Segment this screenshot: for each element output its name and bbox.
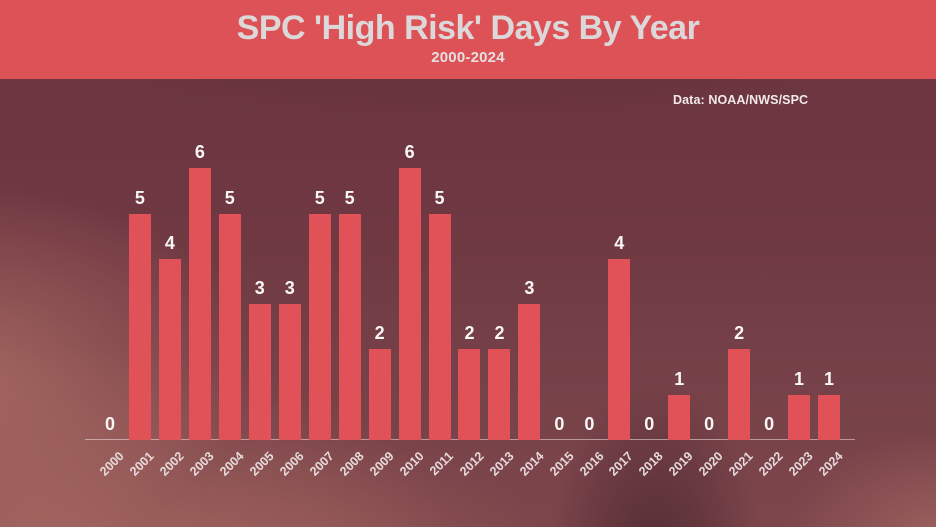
bar-column-2014: 3 2014 — [514, 120, 547, 478]
value-label-2016: 0 — [584, 414, 595, 434]
bar-chart: 0 2000 5 2001 4 2002 6 2003 5 2004 3 2005 3 2006 5 2007… — [95, 120, 846, 479]
bar-2019 — [668, 394, 691, 440]
value-label-2013: 2 — [494, 323, 505, 344]
header-banner: SPC 'High Risk' Days By Year 2000-2024 — [0, 0, 936, 79]
value-label-2021: 2 — [734, 323, 745, 344]
bar-2010 — [398, 168, 421, 440]
bar-column-2009: 2 2009 — [365, 120, 397, 478]
bar-2011 — [428, 213, 451, 440]
value-label-2000: 0 — [104, 414, 115, 434]
value-label-2009: 2 — [374, 323, 385, 344]
bar-column-2021: 2 2021 — [724, 120, 756, 478]
bar-column-2001: 5 2001 — [125, 120, 157, 479]
value-label-2015: 0 — [554, 414, 565, 434]
bar-column-2024: 1 2024 — [814, 120, 846, 479]
bar-column-2022: 0 2022 — [754, 120, 786, 479]
bar-column-2000: 0 2000 — [95, 120, 127, 479]
bar-column-2023: 1 2023 — [784, 120, 816, 479]
bar-2003 — [188, 168, 211, 440]
value-label-2001: 5 — [134, 187, 145, 208]
value-label-2007: 5 — [314, 187, 325, 208]
bar-column-2005: 3 2005 — [245, 120, 277, 478]
bar-2009 — [368, 349, 391, 440]
data-source-attribution: Data: NOAA/NWS/SPC — [673, 93, 809, 107]
chart-subtitle: 2000-2024 — [431, 49, 505, 66]
bar-2012 — [458, 349, 481, 440]
value-label-2020: 0 — [704, 414, 715, 434]
bar-2024 — [818, 394, 840, 440]
bar-column-2012: 2 2012 — [455, 120, 487, 478]
bar-column-2016: 0 2016 — [574, 120, 607, 479]
bar-2006 — [278, 304, 301, 440]
bar-column-2015: 0 2015 — [544, 120, 577, 479]
bar-2002 — [158, 258, 181, 440]
value-label-2024: 1 — [824, 368, 835, 389]
bar-2007 — [308, 213, 331, 440]
bar-2023 — [788, 394, 811, 440]
bar-column-2017: 4 2017 — [604, 120, 637, 479]
bar-2017 — [608, 258, 631, 440]
bar-2014 — [518, 304, 541, 440]
value-label-2022: 0 — [764, 414, 775, 434]
bar-column-2004: 5 2004 — [215, 120, 247, 479]
bar-column-2010: 6 2010 — [395, 120, 427, 478]
value-label-2018: 0 — [644, 414, 655, 434]
value-label-2003: 6 — [194, 142, 205, 163]
bar-2008 — [338, 213, 361, 440]
bar-column-2006: 3 2006 — [275, 120, 307, 478]
value-label-2012: 2 — [464, 323, 475, 344]
bar-column-2018: 0 2018 — [634, 120, 667, 479]
bar-2005 — [248, 304, 271, 440]
value-label-2014: 3 — [524, 278, 535, 299]
value-label-2010: 6 — [404, 142, 415, 163]
value-label-2006: 3 — [284, 278, 295, 299]
value-label-2019: 1 — [674, 368, 685, 389]
bar-column-2003: 6 2003 — [185, 120, 217, 478]
value-label-2011: 5 — [434, 187, 445, 208]
bar-column-2008: 5 2008 — [335, 120, 367, 479]
chart-title: SPC 'High Risk' Days By Year — [236, 9, 700, 47]
bar-column-2002: 4 2002 — [155, 120, 187, 479]
bar-column-2007: 5 2007 — [305, 120, 337, 479]
bar-2021 — [728, 349, 751, 440]
bar-column-2011: 5 2011 — [425, 120, 456, 479]
value-label-2008: 5 — [344, 187, 355, 208]
value-label-2017: 4 — [614, 232, 625, 253]
value-label-2002: 4 — [164, 232, 175, 253]
bar-2013 — [488, 349, 511, 440]
bar-column-2013: 2 2013 — [484, 120, 517, 478]
bar-2004 — [218, 213, 241, 440]
value-label-2023: 1 — [794, 368, 805, 389]
bar-column-2020: 0 2020 — [694, 120, 727, 479]
value-label-2004: 5 — [224, 187, 235, 208]
value-label-2005: 3 — [254, 278, 265, 299]
bar-column-2019: 1 2019 — [664, 120, 697, 479]
bar-2001 — [128, 213, 151, 440]
